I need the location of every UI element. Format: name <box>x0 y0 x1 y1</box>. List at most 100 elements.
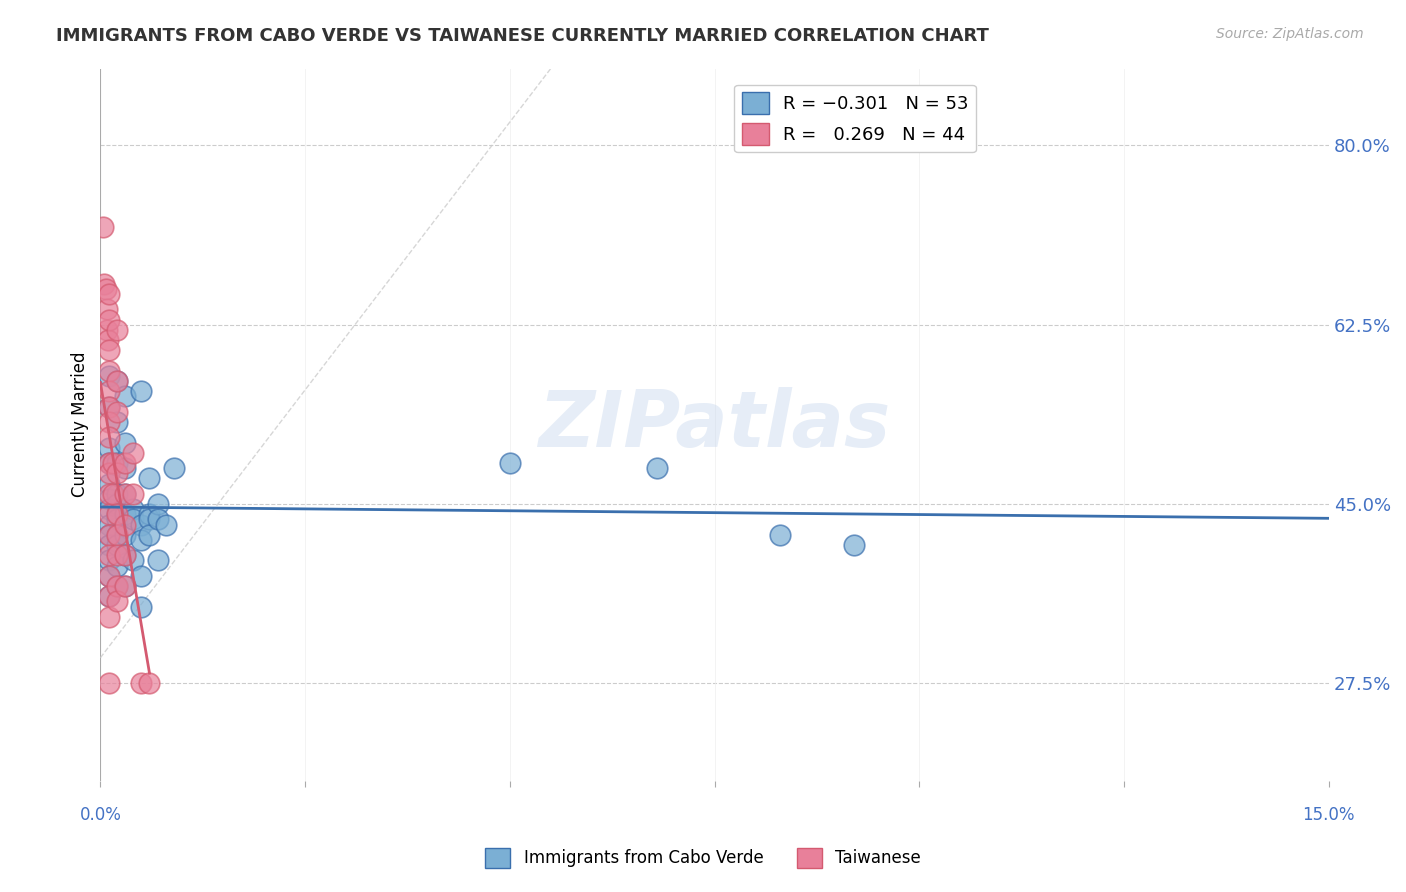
Point <box>129 569 152 583</box>
Point <box>114 435 136 450</box>
Point <box>105 487 128 501</box>
Point <box>163 461 186 475</box>
Point <box>499 456 522 470</box>
Point <box>97 456 120 470</box>
Point <box>101 456 124 470</box>
Point <box>105 374 128 388</box>
Point <box>114 579 136 593</box>
Point <box>105 405 128 419</box>
Point <box>97 590 120 604</box>
Point <box>138 512 160 526</box>
Point <box>105 374 128 388</box>
Point <box>97 467 120 481</box>
Point <box>97 400 120 414</box>
Point <box>97 609 120 624</box>
Point <box>97 364 120 378</box>
Point <box>105 538 128 552</box>
Point <box>97 415 120 429</box>
Point <box>138 528 160 542</box>
Point <box>114 487 136 501</box>
Point <box>138 508 160 522</box>
Point <box>105 467 128 481</box>
Point <box>105 594 128 608</box>
Point <box>114 549 136 563</box>
Point <box>105 508 128 522</box>
Point <box>97 456 120 470</box>
Point <box>129 517 152 532</box>
Point <box>114 508 136 522</box>
Point <box>97 441 120 455</box>
Text: 0.0%: 0.0% <box>79 806 121 824</box>
Point <box>105 508 128 522</box>
Point <box>114 579 136 593</box>
Point <box>122 502 145 516</box>
Point <box>114 528 136 542</box>
Point <box>129 533 152 547</box>
Point <box>96 302 118 317</box>
Point <box>105 579 128 593</box>
Point <box>97 528 120 542</box>
Point <box>97 508 120 522</box>
Point <box>146 497 169 511</box>
Point <box>97 430 120 444</box>
Point <box>97 287 120 301</box>
Point <box>129 384 152 399</box>
Point <box>129 599 152 614</box>
Point <box>122 446 145 460</box>
Point <box>91 220 114 235</box>
Point <box>105 415 128 429</box>
Legend: Immigrants from Cabo Verde, Taiwanese: Immigrants from Cabo Verde, Taiwanese <box>478 841 928 875</box>
Text: 15.0%: 15.0% <box>1302 806 1355 824</box>
Point <box>97 569 120 583</box>
Point <box>93 277 115 291</box>
Point <box>842 538 865 552</box>
Point <box>97 676 120 690</box>
Point <box>114 461 136 475</box>
Point <box>96 323 118 337</box>
Point <box>105 558 128 573</box>
Legend: R = −0.301   N = 53, R =   0.269   N = 44: R = −0.301 N = 53, R = 0.269 N = 44 <box>734 85 976 153</box>
Point <box>146 512 169 526</box>
Text: ZIPatlas: ZIPatlas <box>538 386 890 463</box>
Text: IMMIGRANTS FROM CABO VERDE VS TAIWANESE CURRENTLY MARRIED CORRELATION CHART: IMMIGRANTS FROM CABO VERDE VS TAIWANESE … <box>56 27 988 45</box>
Point <box>101 487 124 501</box>
Point <box>97 528 120 542</box>
Point <box>97 549 120 563</box>
Point <box>105 528 128 542</box>
Point <box>122 487 145 501</box>
Point <box>97 517 120 532</box>
Point <box>97 400 120 414</box>
Point <box>94 282 117 296</box>
Point <box>114 389 136 403</box>
Point <box>155 517 177 532</box>
Point <box>105 528 128 542</box>
Point <box>97 368 120 383</box>
Point <box>105 497 128 511</box>
Point <box>97 590 120 604</box>
Point <box>97 553 120 567</box>
Point <box>105 512 128 526</box>
Point <box>97 491 120 506</box>
Point <box>105 549 128 563</box>
Point <box>105 456 128 470</box>
Point <box>97 384 120 399</box>
Point <box>97 333 120 347</box>
Point <box>114 487 136 501</box>
Point <box>114 549 136 563</box>
Point <box>122 512 145 526</box>
Point <box>138 676 160 690</box>
Point <box>97 538 120 552</box>
Point <box>645 461 668 475</box>
Point <box>769 528 792 542</box>
Text: Source: ZipAtlas.com: Source: ZipAtlas.com <box>1216 27 1364 41</box>
Point <box>138 471 160 485</box>
Point <box>97 343 120 358</box>
Point <box>105 579 128 593</box>
Point <box>114 456 136 470</box>
Point <box>122 553 145 567</box>
Point <box>105 323 128 337</box>
Point <box>97 569 120 583</box>
Y-axis label: Currently Married: Currently Married <box>72 352 89 498</box>
Point <box>114 517 136 532</box>
Point <box>129 676 152 690</box>
